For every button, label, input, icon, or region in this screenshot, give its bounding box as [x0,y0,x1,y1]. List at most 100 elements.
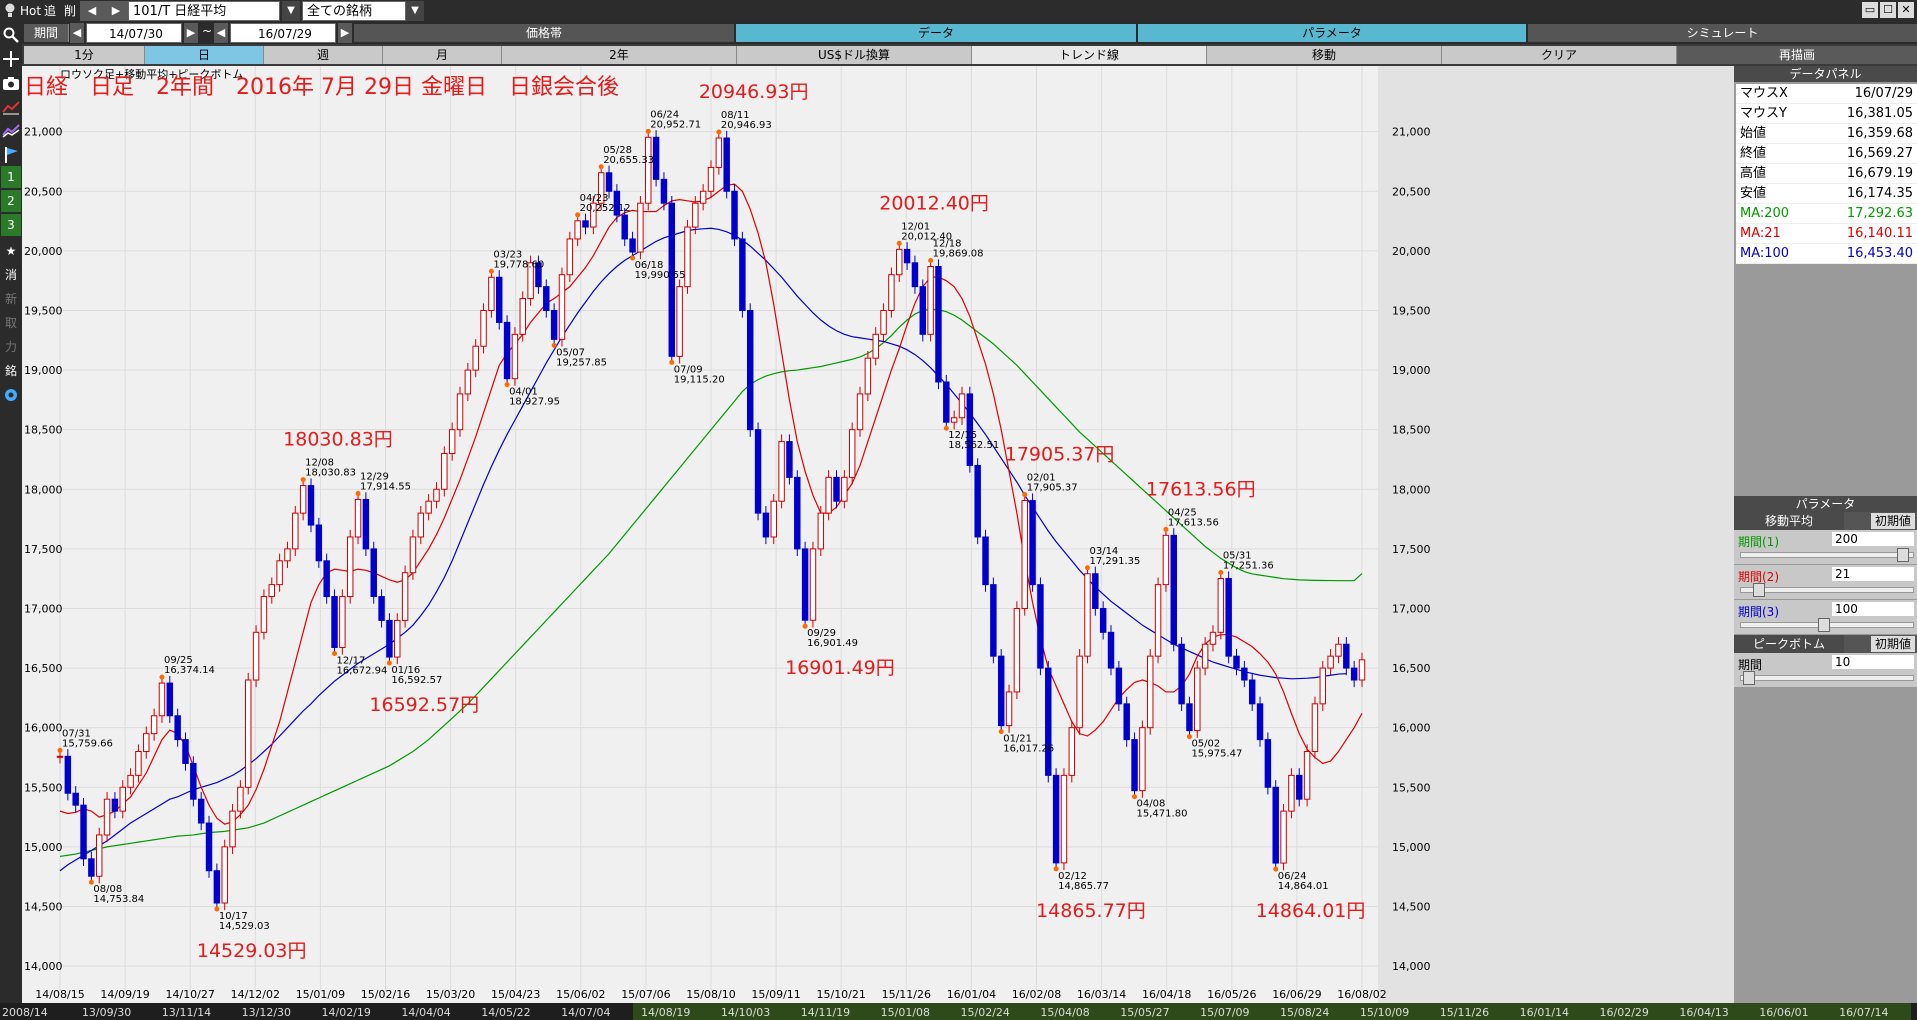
candle-body [527,262,534,300]
add-button[interactable]: 追 [44,4,57,18]
x-tick-label: 16/05/26 [1207,988,1256,1001]
camera-icon[interactable] [1,70,21,96]
peak-date-label: 10/17 [219,911,248,922]
hot-button[interactable]: Hot [20,4,42,18]
crosshair-icon[interactable] [1,46,21,72]
ma-period-slider[interactable] [1740,552,1914,558]
delete-button[interactable]: 削 [64,4,77,18]
usd-convert-button[interactable]: US$ドル換算 [737,46,972,64]
data-row-value: 16,569.27 [1846,146,1913,161]
ma-period-slider-thumb[interactable] [1897,548,1910,562]
peak-marker [159,674,165,680]
bottom-date-label: 16/06/01 [1759,1006,1808,1019]
input-button[interactable]: 力 [4,340,17,354]
trendline-button[interactable]: トレンド線 [972,46,1207,64]
chart-line-icon[interactable] [1,94,21,120]
from-prev-icon[interactable]: ◀ [70,23,84,43]
new-button[interactable]: 新 [4,292,17,306]
peak-marker [386,660,392,666]
symbol-button[interactable]: 銘 [4,364,17,378]
minimize-icon[interactable]: ▭ [1862,2,1878,18]
search-icon[interactable] [1,22,21,48]
candle-body [448,429,456,455]
star-icon[interactable]: ★ [5,244,17,258]
peak-price-label: 20,252.12 [580,203,631,214]
candle-body [699,190,707,204]
bottom-date-label: 15/08/24 [1280,1006,1329,1019]
data-row: マウスX 16/07/29 [1736,84,1917,104]
tab-parameters[interactable]: パラメータ [1138,24,1526,42]
pb-period-input[interactable]: 10 [1832,655,1914,669]
symbol-select[interactable]: 101/T 日経平均 [128,1,280,21]
x-tick-label: 15/09/11 [751,988,800,1001]
ma-period-input[interactable]: 21 [1832,567,1914,581]
to-prev-icon[interactable]: ◀ [214,23,228,43]
gear-icon[interactable] [1,382,21,408]
from-next-icon[interactable]: ▶ [184,23,198,43]
slot-2-button[interactable]: 2 [1,190,21,212]
ma-period-input[interactable]: 200 [1832,532,1914,546]
clear-button[interactable]: クリア [1442,46,1677,64]
candle-body [919,286,926,335]
peak-big-label: 17613.56円 [1146,478,1256,500]
flag-icon[interactable] [1,142,21,168]
chart-multi-icon[interactable] [1,118,21,144]
next-symbol-button[interactable]: ▶ [104,1,128,21]
tab-data[interactable]: データ [736,24,1136,42]
peak-date-label: 06/24 [650,109,679,120]
prev-symbol-button[interactable]: ◀ [80,1,104,21]
ma-period-slider[interactable] [1740,587,1914,593]
range-2year-button[interactable]: 2年 [502,46,737,64]
peak-date-label: 12/29 [360,471,389,482]
candle-body [1350,667,1358,681]
symbol-dropdown-icon[interactable]: ▼ [282,1,300,21]
slot-3-button[interactable]: 3 [1,214,21,236]
bulb-icon[interactable] [4,0,16,22]
candle-body [56,755,64,758]
bottom-date-label: 16/01/14 [1520,1006,1569,1019]
to-date-input[interactable]: 16/07/29 [230,23,336,43]
close-icon[interactable]: ✕ [1898,2,1914,18]
chart-title: 日経 日足 2年間 2016年 7月 29日 金曜日 日銀会合後 [24,75,619,100]
data-table: マウスX 16/07/29 マウスY 16,381.05 始値 16,359.68 終値 16… [1736,84,1917,264]
interval-1min-button[interactable]: 1分 [24,46,145,64]
ma-period-slider-thumb[interactable] [1817,618,1830,632]
interval-day-button[interactable]: 日 [145,46,264,64]
data-row-value: 16,359.68 [1846,126,1913,141]
to-next-icon[interactable]: ▶ [338,23,352,43]
ma-period-input[interactable]: 100 [1832,602,1914,616]
interval-week-button[interactable]: 週 [264,46,383,64]
candle-body [958,393,966,419]
interval-month-button[interactable]: 月 [383,46,502,64]
candle-body [911,262,919,288]
ma-period-slider-thumb[interactable] [1752,583,1765,597]
bottom-date-axis[interactable]: 2008/14 13/09/30 13/11/14 13/12/30 14/02/19 1… [0,1003,1917,1020]
erase-button[interactable]: 消 [4,268,17,282]
pb-reset-button[interactable]: 初期値 [1870,636,1915,652]
bottom-date-label: 13/11/14 [162,1006,211,1019]
tab-simulate[interactable]: シミュレート [1528,24,1917,42]
data-row-key: 終値 [1740,146,1767,161]
ma-reset-button[interactable]: 初期値 [1870,513,1915,529]
peak-marker [630,255,636,261]
candle-body [425,500,432,514]
pb-period-slider[interactable] [1740,675,1914,681]
universe-select[interactable]: 全ての銘柄 [302,1,406,21]
from-date-input[interactable]: 14/07/30 [86,23,182,43]
chart-area[interactable]: 07/31 15,759.66 08/08 14,753.84 09/25 16,374.… [22,66,1734,1003]
redraw-button[interactable]: 再描画 [1677,46,1917,64]
move-button[interactable]: 移動 [1207,46,1442,64]
peak-marker [1053,866,1059,872]
slot-1-button[interactable]: 1 [1,166,21,188]
fetch-button[interactable]: 取 [4,316,17,330]
y-tick-label-left: 20,500 [24,185,63,198]
tab-price-band[interactable]: 価格帯 [354,24,734,42]
candle-body [1045,667,1052,776]
peak-price-label: 16,901.49 [807,638,858,649]
universe-dropdown-icon[interactable]: ▼ [406,1,424,21]
pb-period-slider-thumb[interactable] [1743,671,1756,685]
maximize-icon[interactable]: ☐ [1880,2,1896,18]
peak-date-label: 05/31 [1223,551,1252,562]
peak-date-label: 03/14 [1089,546,1118,557]
